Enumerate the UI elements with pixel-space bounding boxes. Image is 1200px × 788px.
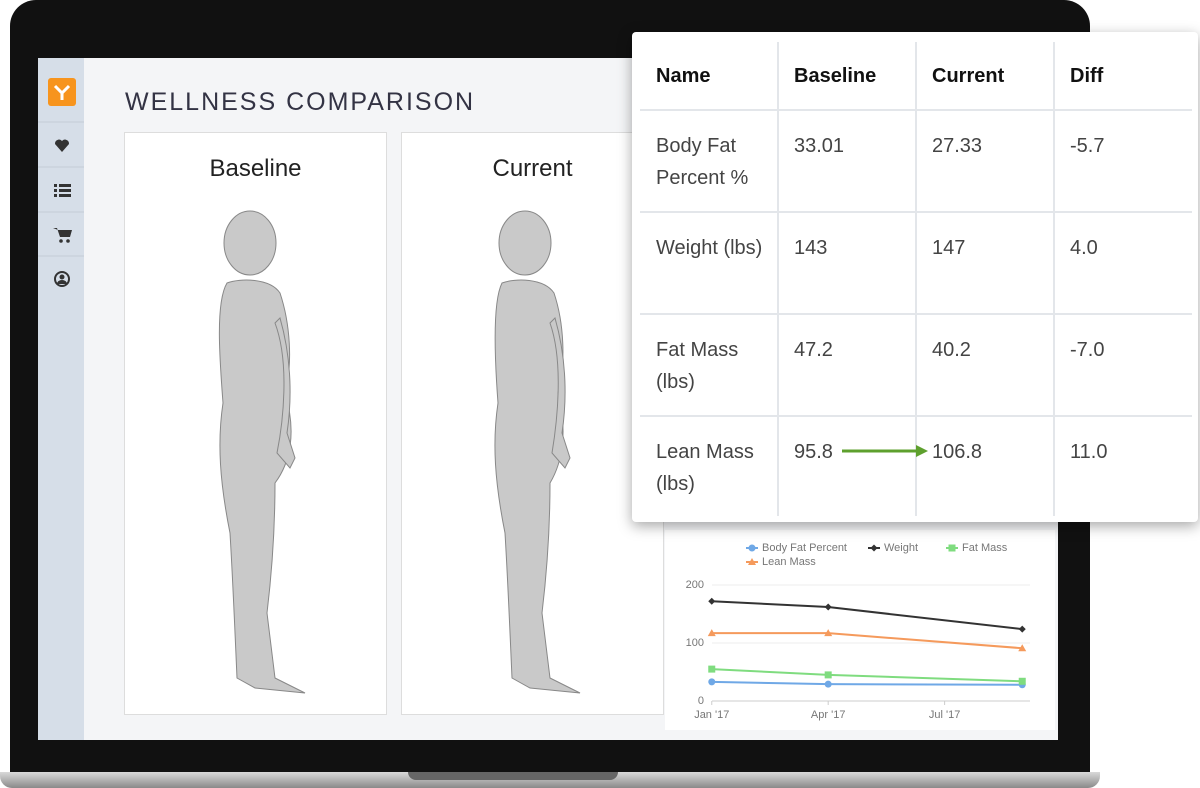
x-tick-label: Jan '17: [694, 709, 729, 721]
laptop-notch: [408, 772, 618, 780]
table-cell: 95.8: [794, 441, 833, 463]
page-title: WELLNESS COMPARISON: [125, 88, 476, 116]
table-cell: Lean Mass (lbs): [656, 441, 754, 495]
legend-marker: [870, 544, 878, 552]
y-tick-label: 200: [686, 579, 704, 591]
legend-marker: [948, 544, 956, 552]
sidebar: [38, 58, 84, 740]
marker: [824, 671, 832, 679]
legend-label: Body Fat Percent: [762, 542, 847, 554]
panel-label: Current: [492, 155, 573, 182]
table-cell: 33.01: [794, 135, 845, 157]
laptop-base: [0, 772, 1100, 788]
x-tick-label: Apr '17: [811, 709, 846, 721]
body-scan: [218, 210, 306, 694]
sidebar-icons: [38, 78, 84, 287]
x-tick-label: Jul '17: [929, 709, 960, 721]
profile-icon[interactable]: [54, 271, 70, 287]
column-header: Current: [932, 65, 1005, 87]
table-cell: -7.0: [1070, 339, 1105, 361]
health-icon[interactable]: [54, 139, 70, 152]
table-cell: 106.8: [932, 441, 983, 463]
table-cell: Fat Mass (lbs): [656, 339, 739, 393]
column-header: Diff: [1070, 65, 1104, 87]
legend-marker: [748, 544, 756, 552]
body-scan: [494, 210, 581, 694]
marker: [824, 603, 832, 611]
column-header: Name: [656, 65, 711, 87]
table-cell: 27.33: [932, 135, 983, 157]
marker: [707, 629, 716, 637]
table-cell: 40.2: [932, 339, 971, 361]
panel-label: Baseline: [209, 155, 302, 182]
marker: [708, 665, 716, 673]
cart-icon[interactable]: [53, 228, 72, 243]
marker: [1018, 625, 1026, 633]
table-cell: 47.2: [794, 339, 833, 361]
table-cell: 11.0: [1070, 441, 1108, 463]
comparison-table: Name Baseline Current Diff Body Fat Percent …: [632, 32, 1198, 522]
table-cell: Weight (lbs): [656, 237, 763, 259]
table-cell: 143: [794, 237, 828, 259]
table-cell: -5.7: [1070, 135, 1105, 157]
marker: [1018, 677, 1026, 685]
legend-label: Weight: [884, 542, 918, 554]
legend-marker: [748, 558, 756, 565]
marker: [708, 678, 716, 686]
marker: [824, 629, 833, 637]
y-tick-label: 100: [686, 637, 704, 649]
table-cell: 4.0: [1070, 237, 1098, 259]
table-cell: Body Fat Percent %: [656, 135, 749, 189]
legend-label: Fat Mass: [962, 542, 1008, 554]
chart-background: [665, 530, 1055, 730]
baseline-panel: Baseline: [124, 132, 387, 715]
current-panel: Current: [401, 132, 664, 715]
list-icon[interactable]: [54, 184, 71, 197]
column-header: Baseline: [794, 65, 877, 87]
table-cell: 147: [932, 237, 966, 259]
legend-label: Lean Mass: [762, 556, 816, 568]
table-grid: [640, 42, 1192, 516]
y-tick-label: 0: [698, 695, 704, 707]
marker: [824, 680, 832, 688]
marker: [708, 597, 716, 605]
marker: [1018, 644, 1027, 652]
